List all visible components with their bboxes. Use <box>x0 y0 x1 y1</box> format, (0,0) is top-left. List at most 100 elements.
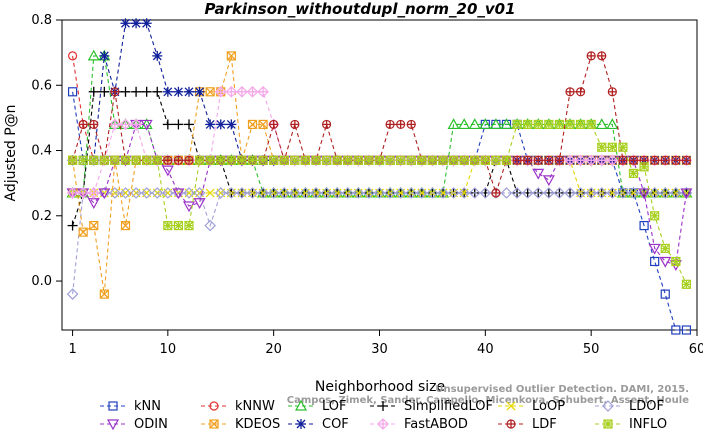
point-cof <box>152 50 163 61</box>
point-ldof <box>352 187 365 199</box>
point-ldf <box>597 51 607 61</box>
point-ldof <box>447 187 460 199</box>
point-ldof <box>458 187 471 199</box>
point-ldof <box>320 187 333 199</box>
point-ldof <box>299 187 312 199</box>
point-ldof <box>373 187 386 199</box>
point-ldf <box>491 188 501 198</box>
point-inflo <box>194 155 205 165</box>
point-knn <box>650 256 660 267</box>
point-ldf <box>290 119 300 130</box>
point-ldof <box>426 187 439 199</box>
point-ldf <box>173 155 184 165</box>
point-ldof <box>193 187 206 199</box>
point-ldof <box>437 187 449 199</box>
point-ldof <box>659 187 672 199</box>
point-fastabod <box>130 118 142 131</box>
point-inflo <box>205 155 215 165</box>
point-ldof <box>500 187 513 199</box>
point-ldof <box>511 187 523 199</box>
point-ldof <box>257 187 269 199</box>
point-knn <box>660 289 670 299</box>
point-ldof <box>299 187 312 199</box>
legend-item-lof: LOF <box>288 399 347 414</box>
point-inflo <box>99 155 109 165</box>
point-ldf <box>406 119 416 130</box>
point-odin <box>182 201 196 213</box>
point-ldof <box>542 187 555 199</box>
point-knn <box>660 289 670 299</box>
point-ldof <box>236 187 248 199</box>
point-lof <box>458 118 471 130</box>
legend-label-knnw: kNNW <box>235 399 275 414</box>
point-ldof <box>214 187 227 199</box>
point-kdeos <box>120 220 131 231</box>
x-tick-label: 10 <box>160 342 177 357</box>
legend-marker-kdeos <box>209 419 219 429</box>
point-simplifiedlof <box>141 86 152 97</box>
point-ldof <box>669 187 682 199</box>
point-ldof <box>617 187 629 199</box>
point-ldof <box>585 187 598 199</box>
point-lof <box>606 118 619 130</box>
point-kdeos <box>205 87 215 97</box>
point-ldf <box>269 119 279 130</box>
point-inflo <box>321 155 332 165</box>
point-inflo <box>142 155 152 165</box>
point-inflo <box>671 256 681 267</box>
point-ldof <box>204 219 217 232</box>
point-ldof <box>394 187 407 199</box>
point-inflo <box>290 155 300 165</box>
point-inflo <box>152 155 162 165</box>
y-tick-label: 0.8 <box>31 13 52 28</box>
point-lof <box>595 118 608 130</box>
point-inflo <box>385 155 395 165</box>
point-inflo <box>501 155 512 165</box>
point-ldof <box>458 187 471 199</box>
point-ldf <box>607 87 617 97</box>
point-odin <box>193 198 206 209</box>
point-lof <box>468 118 481 130</box>
point-kdeos <box>78 227 88 237</box>
point-cof <box>194 86 205 97</box>
point-ldof <box>553 187 566 199</box>
legend-item-kdeos: KDEOS <box>201 417 280 432</box>
point-cof <box>141 18 152 29</box>
point-ldf <box>321 119 332 130</box>
point-inflo <box>110 155 120 165</box>
point-ldof <box>542 187 555 199</box>
legend-label-inflo: INFLO <box>629 417 667 432</box>
point-ldof <box>468 187 481 199</box>
point-inflo <box>343 155 353 165</box>
point-inflo <box>131 155 141 165</box>
point-ldof <box>236 187 248 199</box>
series-line-inflo <box>72 123 687 285</box>
point-ldof <box>119 187 132 199</box>
point-knn <box>681 325 692 335</box>
point-knn <box>671 325 681 335</box>
point-odin <box>532 168 545 180</box>
point-kdeos <box>226 51 236 61</box>
point-ldf <box>385 119 395 130</box>
point-ldof <box>66 288 79 300</box>
point-odin <box>680 188 693 200</box>
legend-marker-lof <box>294 399 308 411</box>
legend-item-ldf: LDF <box>498 417 557 432</box>
point-ldof <box>415 187 428 199</box>
point-ldf <box>575 87 586 97</box>
point-ldof <box>384 187 396 199</box>
point-lof <box>479 118 492 130</box>
point-inflo <box>311 155 321 165</box>
point-kdeos <box>78 227 88 237</box>
point-odin <box>648 243 661 255</box>
legend-marker-knn <box>108 401 118 411</box>
point-odin <box>659 256 672 268</box>
legend-marker-fastabod <box>377 418 389 430</box>
point-fastabod <box>574 154 587 167</box>
point-lof <box>87 49 100 61</box>
point-kdeos <box>258 119 268 130</box>
point-simplifiedlof <box>152 86 163 97</box>
watermark-line-1: Unsupervised Outlier Detection. DAMI, 20… <box>435 384 689 395</box>
point-knn <box>639 220 649 231</box>
point-ldf <box>512 155 522 165</box>
